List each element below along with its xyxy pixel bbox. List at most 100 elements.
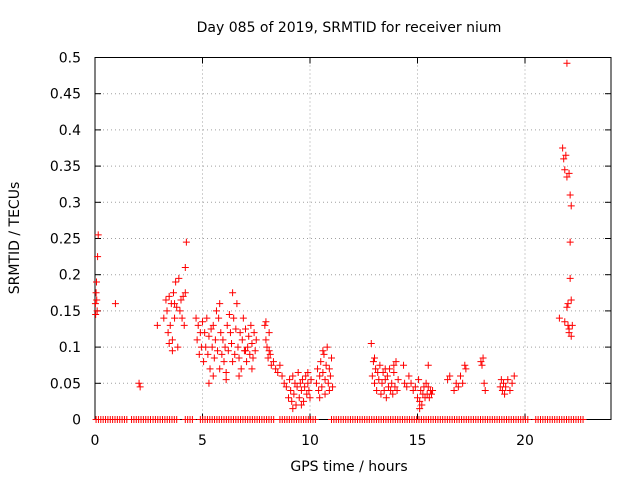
data-point: [322, 361, 330, 369]
data-point: [208, 343, 216, 351]
data-point: [479, 354, 487, 362]
data-point: [424, 361, 432, 369]
data-point: [295, 394, 303, 402]
data-point: [311, 416, 319, 423]
data-point: [136, 383, 144, 391]
data-point: [409, 387, 417, 395]
data-point: [226, 329, 234, 337]
data-point: [193, 336, 201, 344]
data-point: [205, 332, 213, 340]
data-point: [418, 401, 426, 409]
data-point: [219, 336, 227, 344]
data-point: [174, 343, 182, 351]
data-point: [217, 329, 225, 337]
data-point: [401, 379, 409, 387]
data-point: [250, 329, 258, 337]
data-point: [164, 329, 172, 337]
data-point: [367, 339, 375, 347]
data-point: [168, 336, 176, 344]
data-point: [92, 311, 100, 319]
data-point: [565, 169, 573, 177]
x-tick-label: 15: [409, 433, 427, 449]
data-point: [238, 336, 246, 344]
data-point: [416, 405, 424, 413]
data-point: [414, 394, 421, 402]
data-point: [392, 358, 400, 366]
data-point: [324, 379, 332, 387]
data-point: [567, 296, 575, 304]
data-point: [452, 379, 460, 387]
data-point: [400, 361, 408, 369]
data-point: [276, 361, 284, 369]
data-point: [248, 339, 256, 347]
data-point: [178, 314, 186, 322]
data-point: [319, 347, 327, 355]
data-point: [316, 372, 324, 380]
data-point: [567, 332, 575, 340]
data-point: [286, 376, 294, 384]
data-point: [242, 325, 249, 333]
data-point: [192, 314, 200, 322]
data-point: [265, 329, 273, 337]
data-point: [304, 379, 312, 387]
data-point: [135, 379, 143, 387]
data-point: [480, 379, 488, 387]
y-axis-label: SRMTID / TECUs: [7, 182, 23, 295]
data-point: [369, 358, 377, 366]
data-point: [481, 387, 489, 395]
data-point: [567, 202, 575, 210]
data-point: [231, 350, 239, 358]
data-point: [228, 339, 236, 347]
grid-lines: [95, 57, 611, 420]
data-point: [269, 358, 277, 366]
data-point: [91, 300, 99, 308]
y-tick-label: 0.5: [59, 51, 81, 67]
data-point: [111, 300, 119, 308]
data-point: [297, 387, 305, 395]
data-point: [163, 307, 171, 315]
data-point: [229, 289, 237, 297]
data-point: [427, 390, 435, 398]
data-point: [446, 372, 454, 380]
data-point: [306, 394, 314, 402]
data-point: [500, 379, 507, 387]
data-point: [215, 314, 223, 322]
y-tick-label: 0.1: [59, 340, 81, 356]
data-point: [429, 387, 437, 395]
data-point: [224, 347, 232, 355]
data-point: [372, 365, 380, 373]
data-point: [562, 151, 570, 159]
data-point: [454, 383, 462, 391]
data-point: [206, 365, 214, 373]
data-point: [293, 383, 301, 391]
data-point: [171, 314, 179, 322]
data-point: [555, 314, 563, 322]
data-point: [237, 365, 245, 373]
data-point: [168, 347, 176, 355]
data-point: [285, 394, 292, 402]
data-point: [289, 372, 297, 380]
data-point: [390, 368, 398, 376]
data-point: [504, 376, 512, 384]
data-point: [246, 350, 254, 358]
data-point: [177, 296, 185, 304]
y-tick-label: 0.3: [59, 195, 81, 211]
data-point: [305, 387, 313, 395]
data-point: [272, 365, 280, 373]
data-point: [566, 274, 574, 282]
data-point: [93, 278, 101, 286]
data-point: [579, 416, 587, 423]
data-point: [222, 368, 230, 376]
data-point: [274, 368, 282, 376]
data-point: [169, 289, 177, 297]
data-point: [287, 387, 295, 395]
data-point: [318, 383, 326, 391]
data-point: [290, 390, 298, 398]
data-point: [321, 376, 329, 384]
data-point: [92, 289, 100, 297]
data-point: [411, 383, 419, 391]
data-point: [568, 321, 576, 329]
data-point: [461, 361, 469, 369]
y-tick-label: 0: [72, 413, 81, 429]
data-point: [202, 343, 210, 351]
